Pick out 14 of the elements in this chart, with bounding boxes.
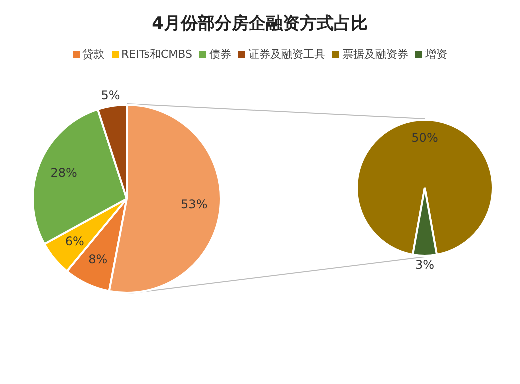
data-label: 3% (415, 258, 435, 272)
legend-label: 证券及融资工具 (248, 47, 326, 62)
data-label: 6% (65, 234, 84, 248)
data-label: 5% (101, 88, 120, 102)
legend-label: 贷款 (82, 47, 104, 62)
legend-label: 债券 (209, 47, 232, 62)
legend-label: 票据及融资券 (342, 47, 408, 62)
data-label: 53% (181, 197, 208, 212)
data-label: 50% (412, 131, 438, 146)
legend-label: REITs和CMBS (122, 47, 192, 62)
data-label: 8% (88, 252, 108, 266)
chart-title: 4月份部分房企融资方式占比 (151, 13, 369, 35)
data-label: 28% (50, 166, 78, 180)
legend-label: 增资 (425, 47, 448, 62)
